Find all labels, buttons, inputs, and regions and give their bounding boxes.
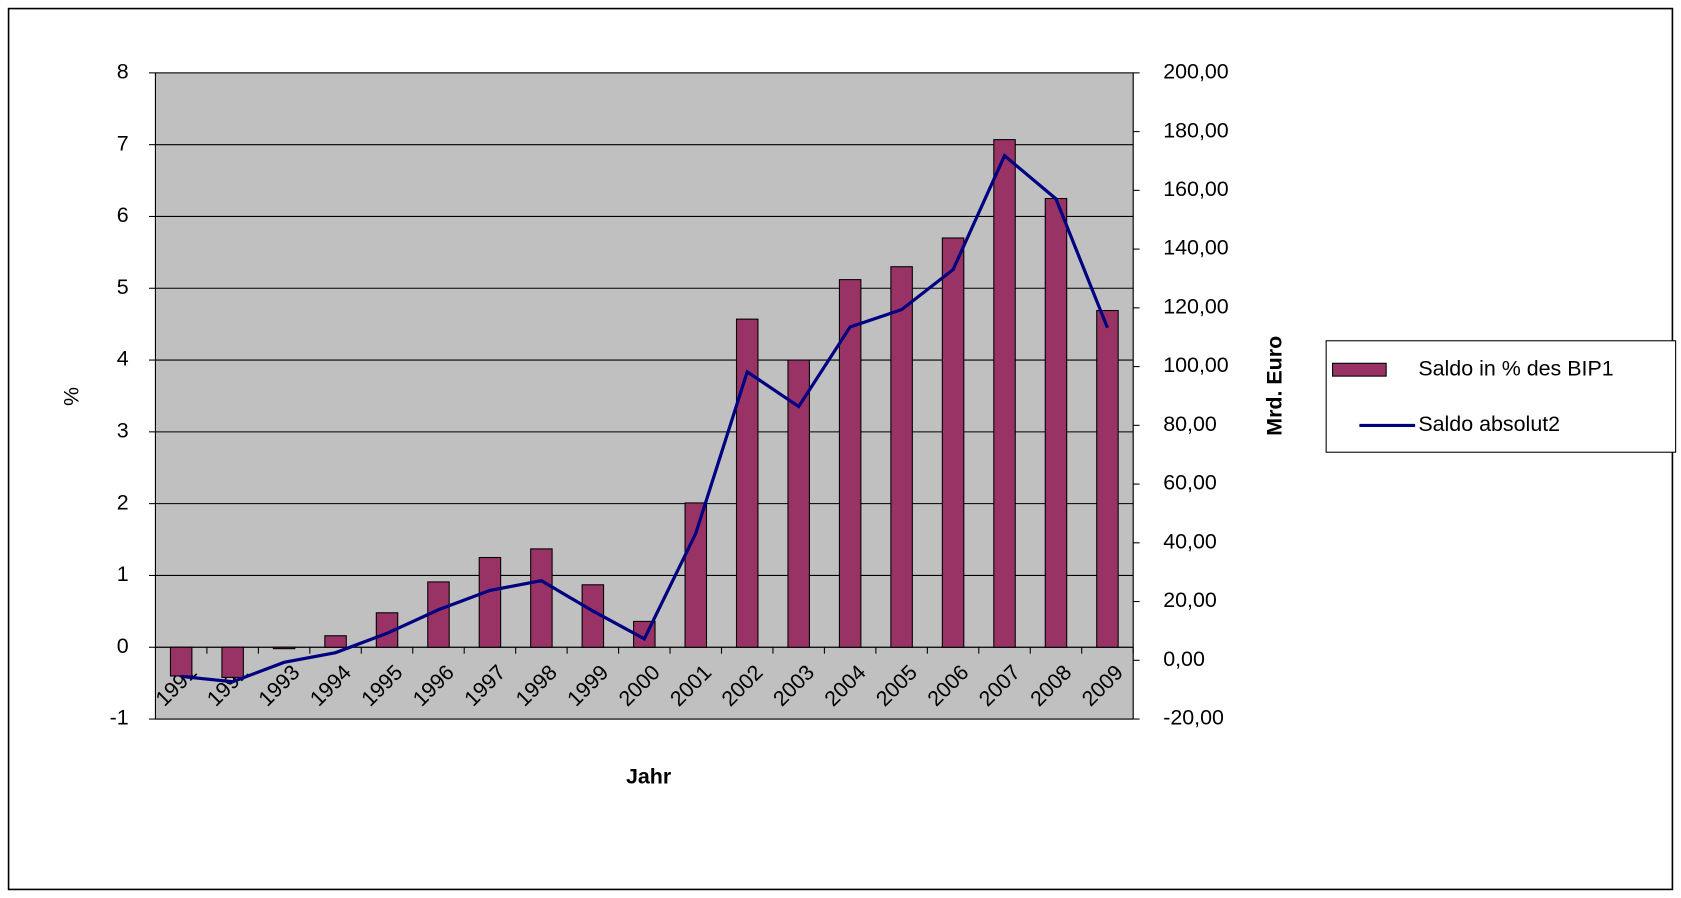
bar [684, 502, 708, 648]
y2-tick-label: 200,00 [1163, 60, 1229, 84]
bar [221, 646, 244, 678]
bar [838, 279, 862, 648]
y2-axis-title: Mrd. Euro [1262, 336, 1286, 436]
bar [169, 646, 193, 677]
plot-area [154, 72, 1134, 720]
y2-tick-label: 100,00 [1163, 353, 1229, 377]
y-tick-label: 5 [117, 275, 129, 299]
legend-label: Saldo in % des BIP1 [1418, 356, 1613, 380]
y-tick-label: 2 [117, 490, 129, 514]
line [181, 153, 1109, 684]
bar [787, 359, 810, 648]
y-tick-label: 4 [117, 347, 129, 371]
y-tick-label: 6 [117, 203, 129, 227]
y2-tick-label: 180,00 [1163, 118, 1229, 142]
y2-tick-label: 20,00 [1163, 588, 1217, 612]
bar [478, 556, 502, 648]
y-tick-label: 8 [117, 60, 129, 84]
y2-tick-label: 80,00 [1163, 412, 1217, 436]
y2-tick-label: 60,00 [1163, 471, 1217, 495]
x-axis-title: Jahr [626, 765, 672, 789]
y2-tick-label: 40,00 [1163, 529, 1217, 553]
legend-box [1325, 340, 1677, 453]
y-axis-title: % [60, 387, 84, 406]
y2-tick-label: 0,00 [1163, 647, 1205, 671]
y2-tick-label: -20,00 [1163, 706, 1224, 730]
bar [735, 318, 759, 648]
bar [1096, 309, 1119, 648]
bar [890, 266, 913, 648]
y-tick-label: 3 [117, 419, 129, 443]
bar [941, 237, 965, 648]
y-tick-label: 0 [117, 634, 129, 658]
bar [1044, 197, 1068, 648]
y2-tick-label: 120,00 [1163, 295, 1229, 319]
y-tick-label: 7 [117, 131, 129, 155]
legend-label: Saldo absolut2 [1418, 412, 1560, 436]
y2-tick-label: 160,00 [1163, 177, 1229, 201]
bar [530, 548, 553, 648]
bar [272, 646, 296, 650]
legend-swatch [1332, 362, 1387, 377]
bar [324, 635, 347, 648]
bar [993, 139, 1016, 648]
y2-tick-label: 140,00 [1163, 236, 1229, 260]
y-tick-label: -1 [110, 706, 129, 730]
y-tick-label: 1 [117, 562, 129, 586]
